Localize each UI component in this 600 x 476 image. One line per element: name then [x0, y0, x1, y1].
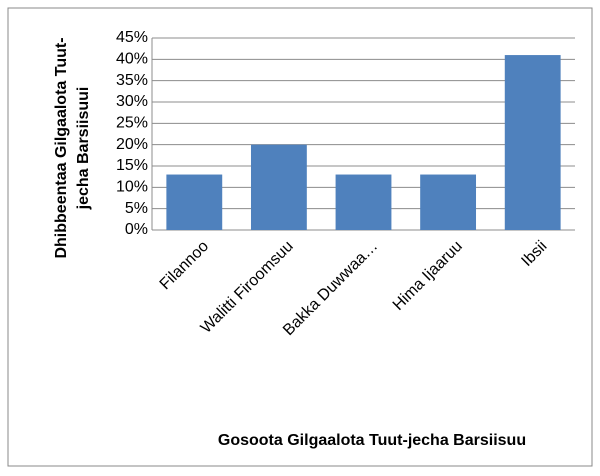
bar — [335, 174, 392, 230]
x-axis-title: Gosoota Gilgaalota Tuut-jecha Barsiisuu — [218, 432, 526, 449]
y-axis-title-line: jecha Barsiisuui — [75, 87, 92, 211]
y-tick-label: 10% — [116, 179, 148, 196]
y-tick-label: 35% — [116, 72, 148, 89]
y-tick-label: 15% — [116, 157, 148, 174]
y-tick-label: 40% — [116, 51, 148, 68]
bar — [504, 55, 561, 230]
y-tick-label: 45% — [116, 29, 148, 46]
y-tick-label: 30% — [116, 93, 148, 110]
y-tick-label: 25% — [116, 115, 148, 132]
y-axis-title-line: Dhibbeentaa Gilgaalota Tuut- — [53, 37, 70, 258]
bar — [420, 174, 477, 230]
chart-border — [7, 7, 593, 467]
y-axis-title: Dhibbeentaa Gilgaalota Tuut- jecha Barsi… — [53, 37, 92, 258]
y-tick-label: 0% — [125, 221, 148, 238]
y-tick-label: 5% — [125, 200, 148, 217]
y-tick-label: 20% — [116, 136, 148, 153]
bar — [250, 144, 307, 230]
bar — [166, 174, 223, 230]
